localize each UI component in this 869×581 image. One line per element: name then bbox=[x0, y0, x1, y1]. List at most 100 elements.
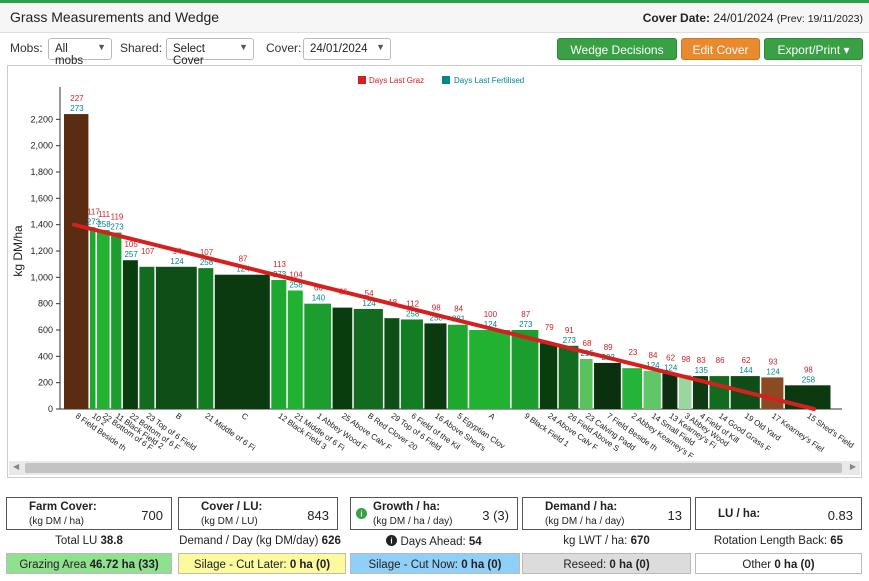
data-label-days-grazed: 111 bbox=[98, 210, 111, 219]
shared-select[interactable]: Select Cover ▼ bbox=[166, 38, 254, 67]
data-label-days-fertilised: 135 bbox=[695, 366, 709, 375]
data-label-days-fertilised: 258 bbox=[97, 220, 111, 229]
data-label-days-fertilised: 273 bbox=[70, 104, 84, 113]
bar bbox=[622, 368, 643, 409]
data-label-days-fertilised: 144 bbox=[739, 366, 753, 375]
bar bbox=[353, 308, 383, 409]
data-label-days-fertilised: 258 bbox=[289, 281, 303, 290]
y-tick-label: 2,200 bbox=[30, 114, 53, 124]
bar bbox=[693, 376, 708, 409]
y-tick-label: 1,000 bbox=[30, 272, 53, 282]
wedge-chart-panel: Days Last Graz Days Last Fertilised 0 200 40… bbox=[7, 65, 862, 478]
y-tick-label: 600 bbox=[38, 325, 53, 335]
cover-select[interactable]: 24/01/2024 ▼ bbox=[303, 38, 391, 60]
growth-value: 3 (3) bbox=[482, 508, 509, 523]
lwt-per-ha-value: 670 bbox=[630, 535, 650, 547]
bar bbox=[579, 358, 593, 409]
info-icon[interactable]: i bbox=[386, 535, 398, 546]
edit-cover-button[interactable]: Edit Cover bbox=[681, 38, 760, 60]
scroll-right-icon[interactable]: ▶ bbox=[849, 462, 856, 471]
silage-cut-later-label: Silage - Cut Later: bbox=[193, 559, 287, 571]
growth-label: Growth / ha: bbox=[373, 501, 441, 513]
demand-per-day-value: 626 bbox=[321, 535, 341, 547]
lu-per-ha-label: LU / ha: bbox=[718, 508, 761, 520]
bar bbox=[511, 330, 539, 409]
data-label-days-grazed: 89 bbox=[604, 343, 613, 352]
demand-value: 13 bbox=[667, 508, 682, 523]
data-label-days-grazed: 119 bbox=[111, 213, 124, 222]
mobs-select[interactable]: All mobs ▼ bbox=[48, 38, 112, 67]
data-label-days-grazed: 62 bbox=[742, 356, 751, 365]
data-label-days-grazed: 93 bbox=[769, 357, 778, 366]
chevron-down-icon: ▼ bbox=[376, 42, 385, 52]
x-tick-label: B bbox=[174, 411, 184, 421]
bar bbox=[384, 318, 400, 409]
silage-cut-later-cell: Silage - Cut Later: 0 ha (0) bbox=[178, 553, 346, 574]
demand-unit: (kg DM / ha / day) bbox=[545, 516, 625, 527]
chart-horizontal-scrollbar[interactable]: ◀ ▶ bbox=[9, 461, 860, 475]
bar bbox=[287, 290, 303, 409]
cover-label: Cover: bbox=[266, 41, 302, 55]
bar bbox=[304, 303, 332, 409]
y-tick-label: 0 bbox=[48, 404, 53, 414]
data-label-days-grazed: 86 bbox=[716, 356, 725, 365]
bar bbox=[139, 266, 155, 409]
grazing-area-cell: Grazing Area 46.72 ha (33) bbox=[6, 553, 172, 574]
grazing-area-label: Grazing Area bbox=[19, 559, 87, 571]
wedge-chart: Days Last Graz Days Last Fertilised 0 200 40… bbox=[11, 76, 855, 461]
demand-per-day-label: Demand / Day (kg DM/day) bbox=[179, 535, 319, 547]
info-icon[interactable]: i bbox=[356, 508, 367, 519]
data-label-days-fertilised: 124 bbox=[484, 320, 498, 329]
data-label-days-fertilised: 124 bbox=[236, 265, 250, 274]
cover-lu-value: 843 bbox=[307, 508, 329, 523]
wedge-decisions-button[interactable]: Wedge Decisions bbox=[557, 38, 677, 60]
cover-lu-unit: (kg DM / LU) bbox=[201, 516, 258, 527]
y-tick-label: 1,600 bbox=[30, 193, 53, 203]
cover-date-value: 24/01/2024 bbox=[713, 11, 774, 25]
reseed-value: 0 ha (0) bbox=[609, 559, 650, 571]
days-ahead-label: Days Ahead: bbox=[400, 536, 466, 548]
data-label-days-grazed: 79 bbox=[545, 323, 554, 332]
data-label-days-fertilised: 258 bbox=[200, 258, 214, 267]
data-label-days-grazed: 68 bbox=[583, 339, 592, 348]
total-lu-value: 38.8 bbox=[100, 535, 123, 547]
data-label-days-fertilised: 258 bbox=[802, 375, 816, 384]
rotation-length-cell: Rotation Length Back: 65 bbox=[695, 530, 862, 552]
bar bbox=[761, 377, 784, 409]
days-ahead-value: 54 bbox=[468, 536, 482, 548]
data-label-days-fertilised: 140 bbox=[312, 294, 326, 303]
data-label-days-fertilised: 273 bbox=[519, 320, 533, 329]
legend-marker-last-fertilised bbox=[442, 76, 450, 84]
lu-per-ha-value: 0.83 bbox=[827, 508, 853, 523]
bar bbox=[678, 374, 692, 409]
data-label-days-grazed: 105 bbox=[124, 240, 138, 249]
top-accent-line bbox=[0, 0, 869, 3]
data-label-days-grazed: 117 bbox=[87, 207, 100, 216]
growth-stat: i Growth / ha: (kg DM / ha / day) 3 (3) bbox=[350, 497, 518, 530]
export-print-button[interactable]: Export/Print ▾ bbox=[764, 38, 863, 60]
farm-cover-label: Farm Cover: bbox=[29, 501, 97, 513]
other-label: Other bbox=[742, 559, 772, 571]
scrollbar-thumb[interactable] bbox=[25, 463, 842, 473]
data-label-days-fertilised: 257 bbox=[124, 250, 138, 259]
cover-lu-stat: Cover / LU: (kg DM / LU) 843 bbox=[178, 497, 338, 530]
bar bbox=[111, 232, 122, 409]
data-label-days-fertilised: 273 bbox=[563, 336, 577, 345]
mobs-label: Mobs: bbox=[10, 41, 43, 55]
y-tick-label: 400 bbox=[38, 351, 53, 361]
data-label-days-grazed: 107 bbox=[141, 247, 155, 256]
toolbar: Mobs: All mobs ▼ Shared: Select Cover ▼ Co… bbox=[0, 34, 869, 67]
data-label-days-grazed: 83 bbox=[697, 356, 706, 365]
rotation-length-value: 65 bbox=[830, 535, 844, 547]
farm-cover-unit: (kg DM / ha) bbox=[29, 516, 85, 527]
data-label-days-grazed: 87 bbox=[521, 310, 530, 319]
shared-select-value: Select Cover bbox=[173, 43, 205, 67]
chevron-down-icon: ▼ bbox=[239, 42, 248, 52]
cover-lu-label: Cover / LU: bbox=[201, 501, 263, 513]
scroll-left-icon[interactable]: ◀ bbox=[13, 462, 20, 471]
chevron-down-icon: ▼ bbox=[97, 42, 106, 52]
bar bbox=[539, 343, 558, 409]
data-label-days-fertilised: 124 bbox=[646, 361, 660, 370]
svg-text:i: i bbox=[391, 537, 393, 546]
bar bbox=[424, 323, 447, 409]
